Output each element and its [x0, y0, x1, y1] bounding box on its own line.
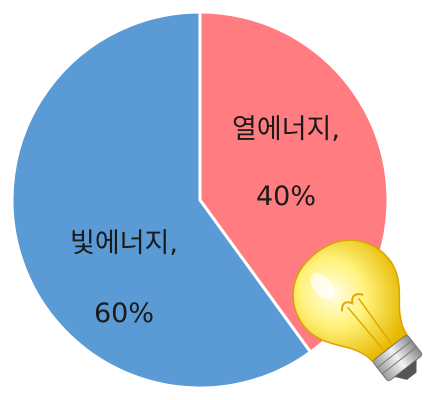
slice-label-heat-percent: 40% — [256, 181, 316, 212]
light-bulb-icon — [292, 239, 423, 382]
slice-label-light-percent: 60% — [94, 298, 154, 329]
label-heat-energy: 열에너지, 40% — [232, 114, 340, 212]
label-light-energy: 빛에너지, 60% — [70, 228, 178, 329]
slice-label-light-name: 빛에너지, — [70, 228, 178, 259]
pie-slice-light-energy — [10, 10, 313, 390]
slice-label-heat-name: 열에너지, — [232, 114, 340, 145]
